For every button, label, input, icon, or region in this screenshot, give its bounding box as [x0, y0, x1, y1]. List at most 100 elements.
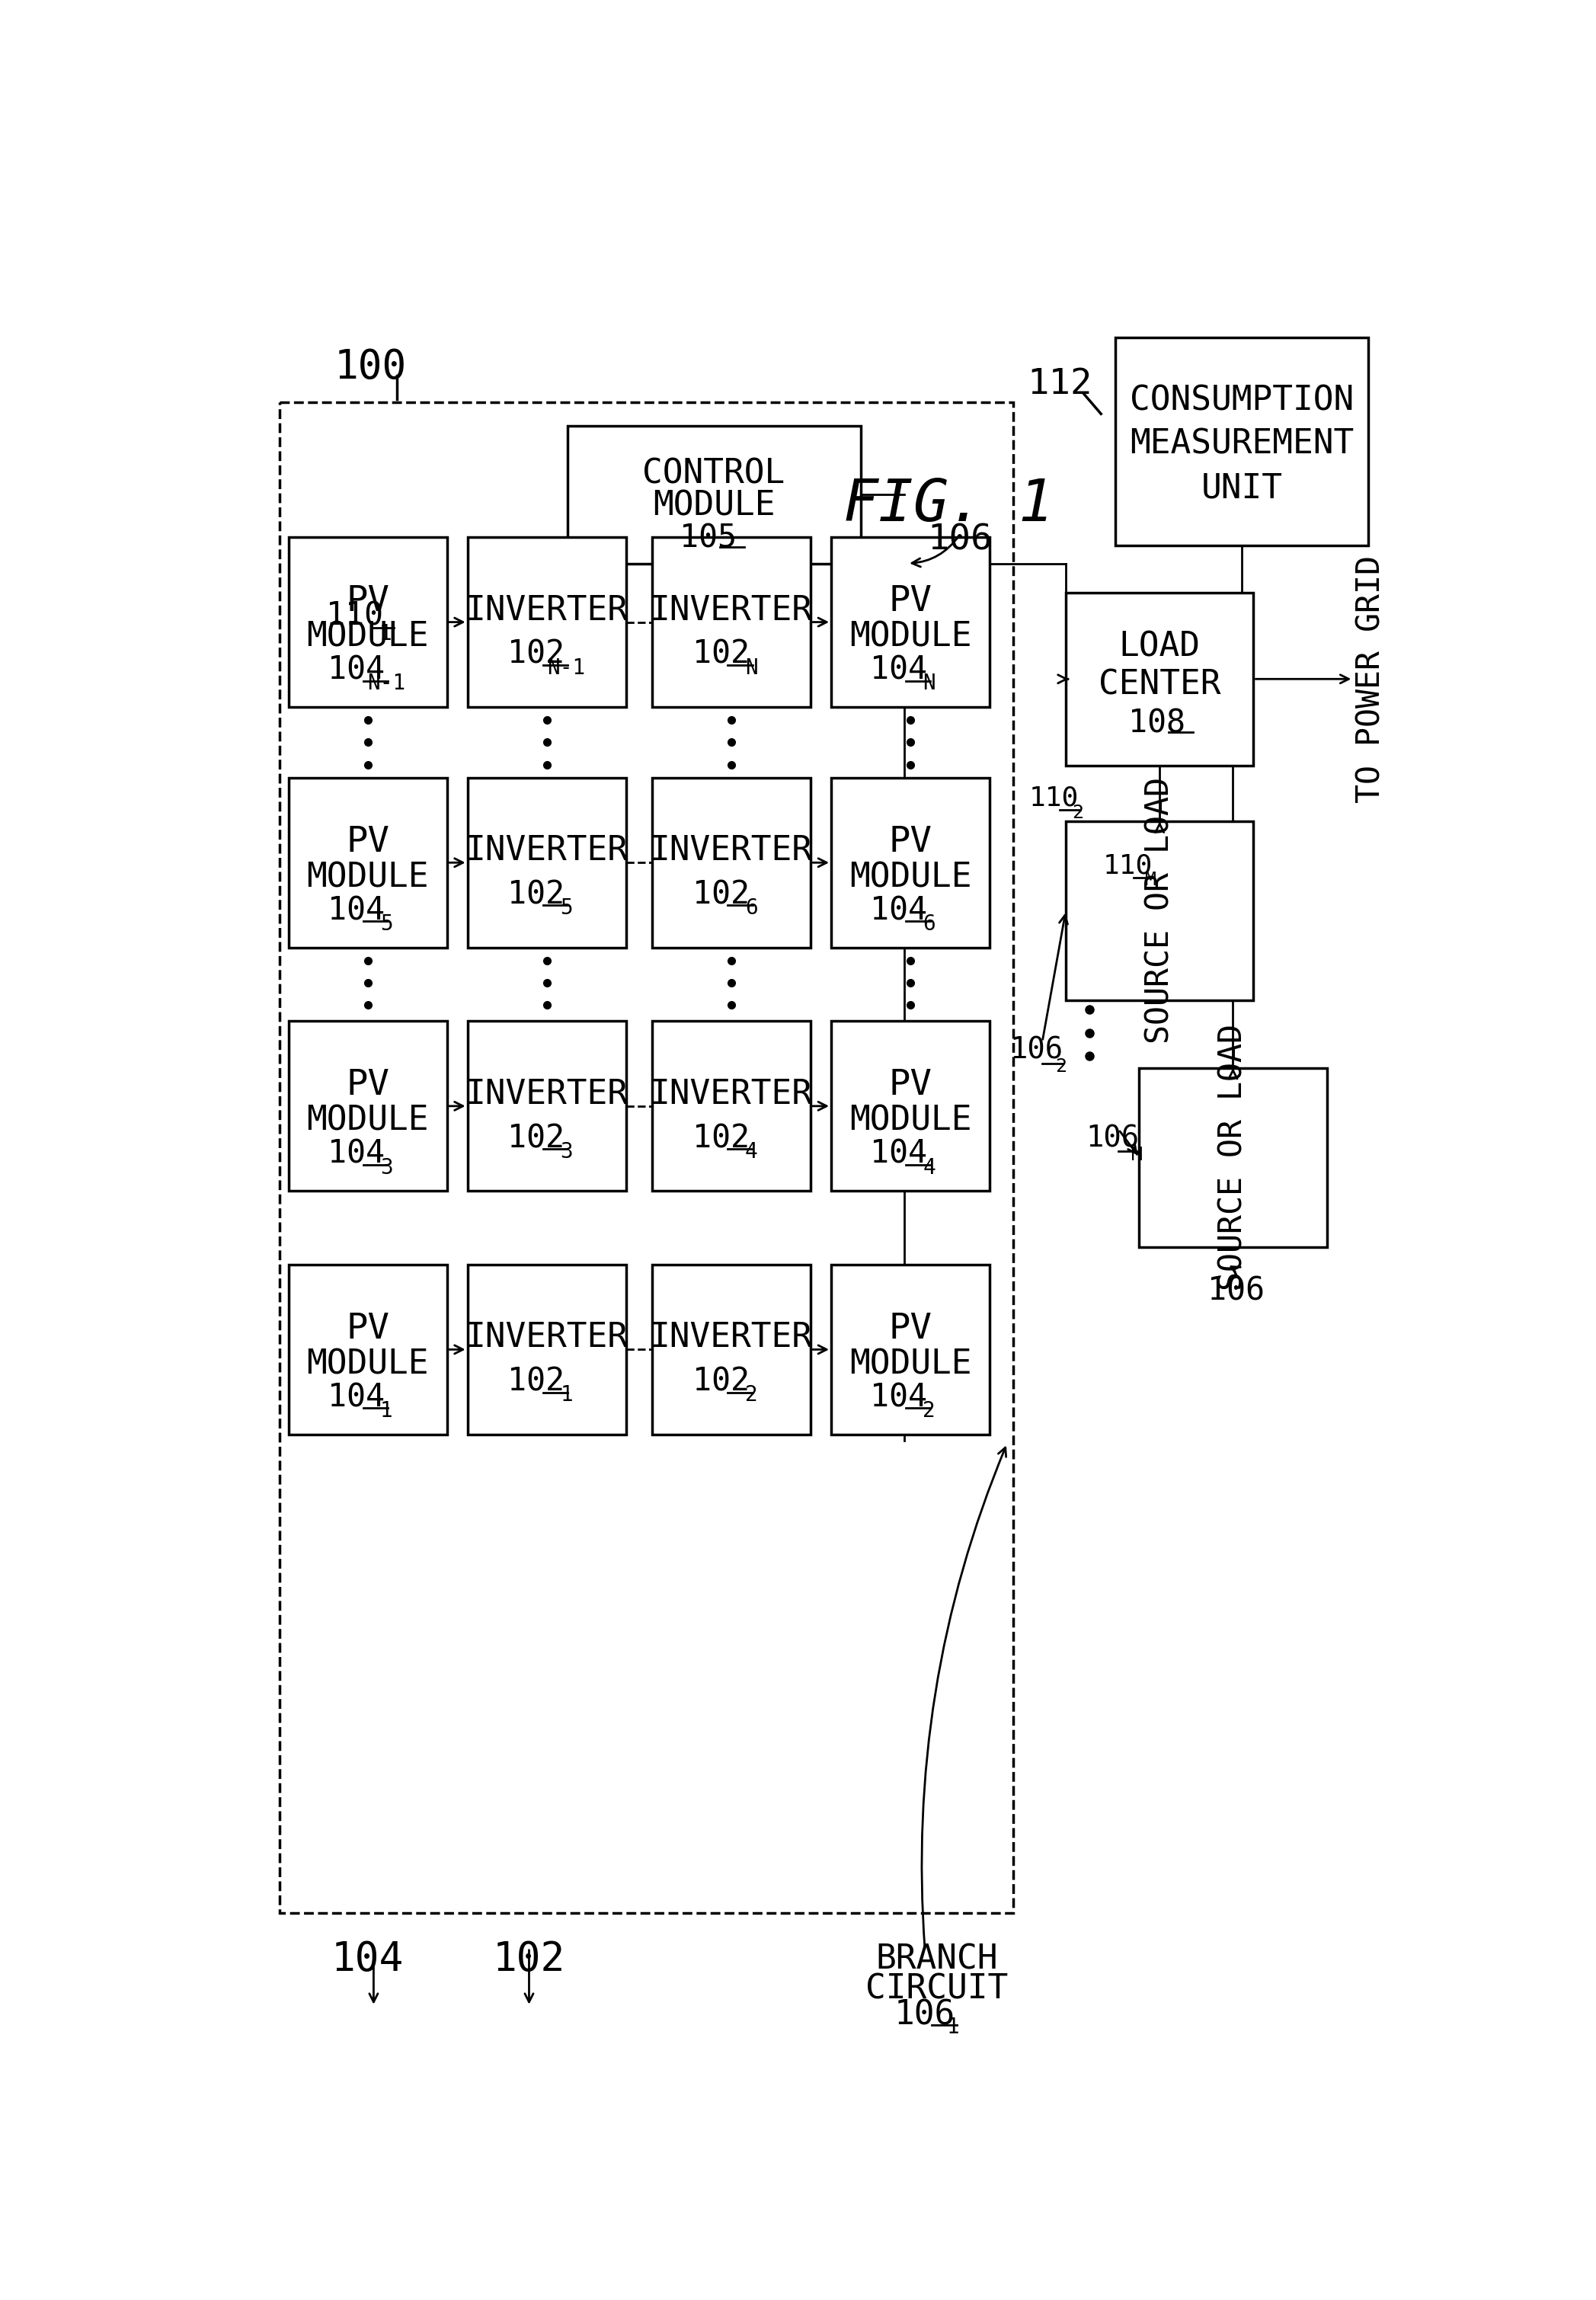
Text: 104: 104	[327, 895, 385, 927]
Text: 1: 1	[380, 1401, 393, 1421]
Text: 2: 2	[1073, 803, 1084, 821]
Text: 104: 104	[870, 1382, 927, 1414]
Text: 104: 104	[870, 653, 927, 685]
Text: MODULE: MODULE	[849, 860, 972, 895]
Text: 4: 4	[745, 1141, 758, 1162]
Text: INVERTER: INVERTER	[464, 593, 629, 628]
Text: 104: 104	[332, 1939, 404, 1980]
Text: PV: PV	[889, 584, 932, 619]
Bar	[1140, 1067, 1326, 1247]
Text: 102: 102	[693, 1122, 750, 1155]
Text: MODULE: MODULE	[849, 1348, 972, 1380]
Text: 100: 100	[335, 347, 407, 386]
Text: PV: PV	[346, 1070, 389, 1102]
Bar	[289, 777, 447, 948]
Text: INVERTER: INVERTER	[464, 835, 629, 867]
Text: N-1: N-1	[547, 658, 586, 678]
Text: 112: 112	[1028, 368, 1093, 402]
Text: MEASUREMENT: MEASUREMENT	[1130, 428, 1353, 460]
Text: 105: 105	[680, 522, 736, 554]
Text: 108: 108	[1128, 706, 1186, 738]
Text: MODULE: MODULE	[849, 1104, 972, 1136]
Bar	[468, 777, 626, 948]
Text: 6: 6	[745, 897, 758, 920]
Text: N: N	[922, 674, 935, 695]
Text: 102: 102	[508, 1366, 565, 1398]
Text: 1: 1	[946, 2017, 959, 2038]
Bar	[1116, 338, 1368, 545]
Text: 102: 102	[693, 639, 750, 669]
Text: PV: PV	[346, 584, 389, 619]
Bar	[653, 536, 811, 706]
Text: 106: 106	[1085, 1125, 1140, 1152]
Bar	[567, 425, 860, 563]
Text: 2: 2	[922, 1401, 935, 1421]
Text: 6: 6	[922, 913, 935, 934]
Text: 3: 3	[560, 1141, 573, 1162]
Text: PV: PV	[346, 826, 389, 860]
Text: TO POWER GRID: TO POWER GRID	[1355, 554, 1387, 803]
Text: 104: 104	[870, 1138, 927, 1171]
Bar	[279, 402, 1013, 1914]
Text: MODULE: MODULE	[306, 1348, 429, 1380]
Text: 102: 102	[493, 1939, 565, 1980]
Text: INVERTER: INVERTER	[650, 835, 812, 867]
Text: 102: 102	[508, 1122, 565, 1155]
Text: PV: PV	[889, 1311, 932, 1346]
Text: INVERTER: INVERTER	[464, 1079, 629, 1111]
Bar	[468, 536, 626, 706]
Text: MODULE: MODULE	[653, 490, 776, 522]
Text: 110: 110	[326, 600, 383, 633]
Text: INVERTER: INVERTER	[650, 1322, 812, 1355]
Bar	[653, 777, 811, 948]
Text: 5: 5	[380, 913, 393, 934]
Text: M: M	[1132, 1145, 1143, 1164]
Bar	[1066, 593, 1253, 766]
Text: 102: 102	[508, 879, 565, 911]
Text: 110: 110	[1103, 853, 1152, 879]
Text: 110: 110	[1029, 784, 1079, 812]
Text: PV: PV	[346, 1311, 389, 1346]
Text: CONSUMPTION: CONSUMPTION	[1130, 384, 1353, 416]
Bar	[1066, 821, 1253, 1000]
Text: 106: 106	[894, 1999, 956, 2031]
Text: 104: 104	[870, 895, 927, 927]
Text: 104: 104	[327, 1382, 385, 1414]
Bar	[289, 1265, 447, 1435]
Text: 2: 2	[1055, 1058, 1066, 1076]
Text: 1: 1	[560, 1385, 573, 1405]
Text: LOAD: LOAD	[1119, 630, 1200, 662]
Bar	[832, 1021, 990, 1191]
Text: INVERTER: INVERTER	[650, 1079, 812, 1111]
Text: INVERTER: INVERTER	[464, 1322, 629, 1355]
Text: MODULE: MODULE	[849, 621, 972, 653]
Text: BRANCH: BRANCH	[876, 1943, 998, 1976]
Text: SOURCE OR LOAD: SOURCE OR LOAD	[1144, 777, 1176, 1044]
Text: 4: 4	[922, 1157, 935, 1178]
Bar	[832, 1265, 990, 1435]
Text: PV: PV	[889, 826, 932, 860]
Text: 104: 104	[327, 1138, 385, 1171]
Text: CONTROL: CONTROL	[643, 458, 785, 490]
Text: M: M	[1146, 872, 1157, 890]
Bar	[468, 1021, 626, 1191]
Text: 106: 106	[1010, 1035, 1063, 1065]
Text: 3: 3	[380, 1157, 393, 1178]
Text: N-1: N-1	[367, 674, 405, 695]
Text: UNIT: UNIT	[1202, 471, 1283, 504]
Text: 102: 102	[693, 879, 750, 911]
Bar	[653, 1265, 811, 1435]
Text: 106: 106	[927, 522, 993, 557]
Text: INVERTER: INVERTER	[650, 593, 812, 628]
Text: 5: 5	[560, 897, 573, 920]
Text: 2: 2	[745, 1385, 758, 1405]
Bar	[289, 1021, 447, 1191]
Text: MODULE: MODULE	[306, 1104, 429, 1136]
Bar	[653, 1021, 811, 1191]
Text: FIG. 1: FIG. 1	[843, 476, 1053, 534]
Bar	[468, 1265, 626, 1435]
Bar	[832, 536, 990, 706]
Text: CENTER: CENTER	[1098, 669, 1221, 702]
Text: MODULE: MODULE	[306, 621, 429, 653]
Text: N: N	[745, 658, 758, 678]
